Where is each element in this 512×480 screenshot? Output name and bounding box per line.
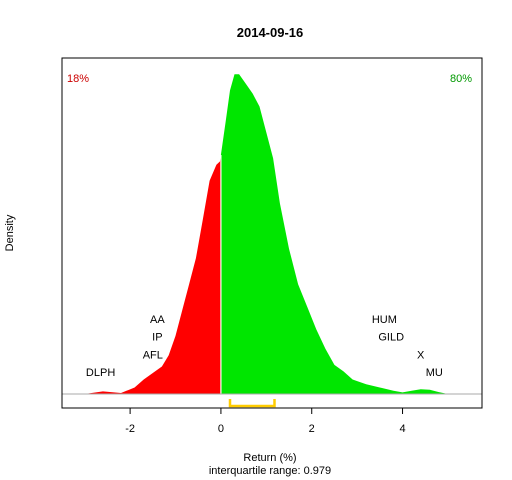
positive-share-label: 80% bbox=[450, 73, 472, 85]
annotation-x: X bbox=[417, 349, 425, 361]
y-axis-label: Density bbox=[4, 214, 16, 251]
annotation-dlph: DLPH bbox=[86, 367, 115, 379]
annotation-ip: IP bbox=[152, 332, 162, 344]
chart-subtitle: interquartile range: 0.979 bbox=[209, 465, 331, 477]
x-tick-label: -2 bbox=[125, 423, 135, 435]
annotation-afl: AFL bbox=[143, 349, 163, 361]
x-tick-label: 4 bbox=[399, 423, 405, 435]
x-tick-label: 0 bbox=[218, 423, 224, 435]
annotation-gild: GILD bbox=[378, 332, 404, 344]
annotation-mu: MU bbox=[426, 367, 443, 379]
x-axis-label: Return (%) bbox=[243, 452, 296, 464]
positive-return-area bbox=[220, 74, 448, 394]
annotation-aa: AA bbox=[150, 314, 165, 326]
negative-share-label: 18% bbox=[67, 73, 89, 85]
negative-return-area bbox=[84, 155, 221, 394]
chart-title: 2014-09-16 bbox=[237, 25, 304, 40]
iqr-bracket bbox=[228, 399, 276, 408]
annotation-hum: HUM bbox=[372, 314, 397, 326]
x-tick-label: 2 bbox=[309, 423, 315, 435]
